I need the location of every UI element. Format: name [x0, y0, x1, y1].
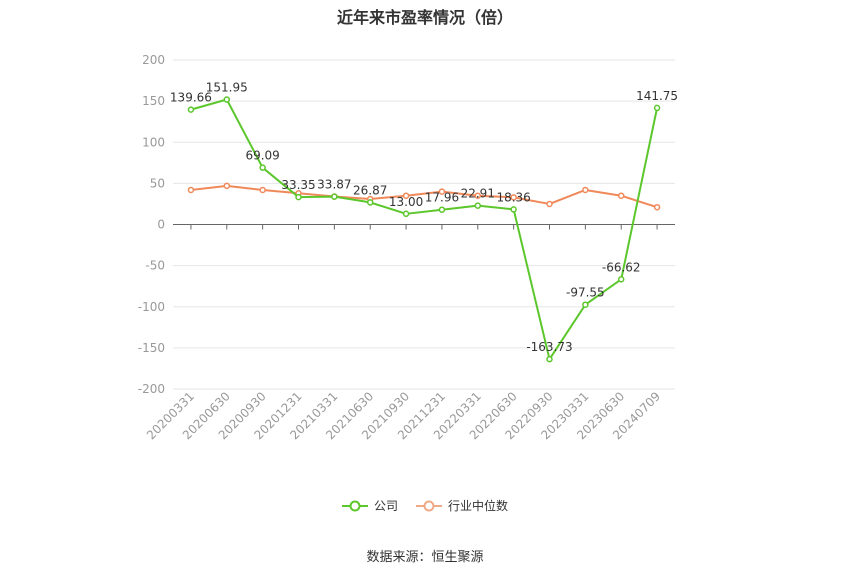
axes: 200150100500-50-100-150-2002020033120200…	[138, 53, 675, 442]
company-data-label: 33.35	[281, 178, 315, 192]
industry-median-point	[617, 192, 625, 199]
y-tick-label: 150	[142, 94, 165, 108]
industry-median-point	[546, 200, 553, 208]
company-point	[510, 206, 517, 213]
legend-company-marker	[341, 500, 368, 511]
industry-median-point	[474, 192, 482, 199]
y-tick-label: -200	[138, 382, 165, 396]
company-point	[187, 106, 195, 113]
company-point	[653, 104, 661, 112]
company-point	[259, 164, 266, 171]
company-point	[402, 210, 410, 218]
company-data-label: 13.00	[389, 195, 423, 209]
company-data-label: -163.73	[526, 340, 572, 354]
industry-median-point	[223, 182, 231, 190]
company-data-label: 26.87	[353, 183, 387, 197]
company-data-label: 33.87	[317, 178, 351, 192]
company-point	[331, 193, 338, 200]
company-point	[223, 96, 231, 103]
company-point	[582, 301, 589, 308]
company-point	[617, 276, 625, 283]
y-tick-label: 200	[142, 53, 165, 67]
industry-median-line	[190, 184, 658, 209]
company-data-label: -97.55	[566, 286, 605, 300]
legend-industry-marker	[416, 500, 442, 511]
company-data-label: 139.66	[170, 91, 212, 105]
y-tick-label: -150	[138, 341, 165, 355]
legend-industry-label: 行业中位数	[448, 499, 509, 513]
y-tick-label: 50	[150, 176, 165, 190]
y-tick-label: -50	[145, 259, 165, 273]
industry-median-point	[259, 186, 266, 194]
company-point	[438, 206, 446, 213]
source-note: 数据来源：恒生聚源	[366, 550, 484, 565]
company-data-label: 141.75	[636, 89, 678, 103]
company-data-label: 151.95	[206, 81, 248, 95]
legend-item-company[interactable]: 公司	[341, 497, 398, 514]
company-line	[190, 98, 659, 361]
industry-median-point	[582, 186, 589, 194]
chart-title: 近年来市盈率情况（倍）	[336, 8, 513, 27]
company-data-label: 18.36	[496, 190, 530, 204]
series	[187, 96, 661, 363]
industry-median-point	[187, 186, 195, 194]
industry-median-point	[438, 188, 446, 195]
company-data-label: -66.62	[602, 260, 641, 274]
company-point	[295, 193, 302, 201]
y-tick-label: -100	[138, 300, 165, 314]
company-point	[546, 355, 553, 363]
legend-item-industry-median[interactable]: 行业中位数	[416, 497, 508, 514]
legend-company-label: 公司	[373, 499, 398, 513]
y-tick-label: 0	[157, 218, 165, 232]
gridlines	[173, 59, 675, 390]
company-data-label: 22.91	[461, 187, 495, 201]
y-tick-label: 100	[142, 135, 165, 149]
company-point	[474, 202, 482, 209]
industry-median-point	[653, 203, 661, 211]
industry-median-point	[402, 192, 410, 199]
company-data-label: 17.96	[425, 191, 459, 205]
company-data-label: 69.09	[245, 149, 279, 163]
company-point	[366, 199, 374, 206]
legend: 公司 行业中位数	[0, 497, 850, 514]
industry-median-point	[510, 194, 517, 201]
